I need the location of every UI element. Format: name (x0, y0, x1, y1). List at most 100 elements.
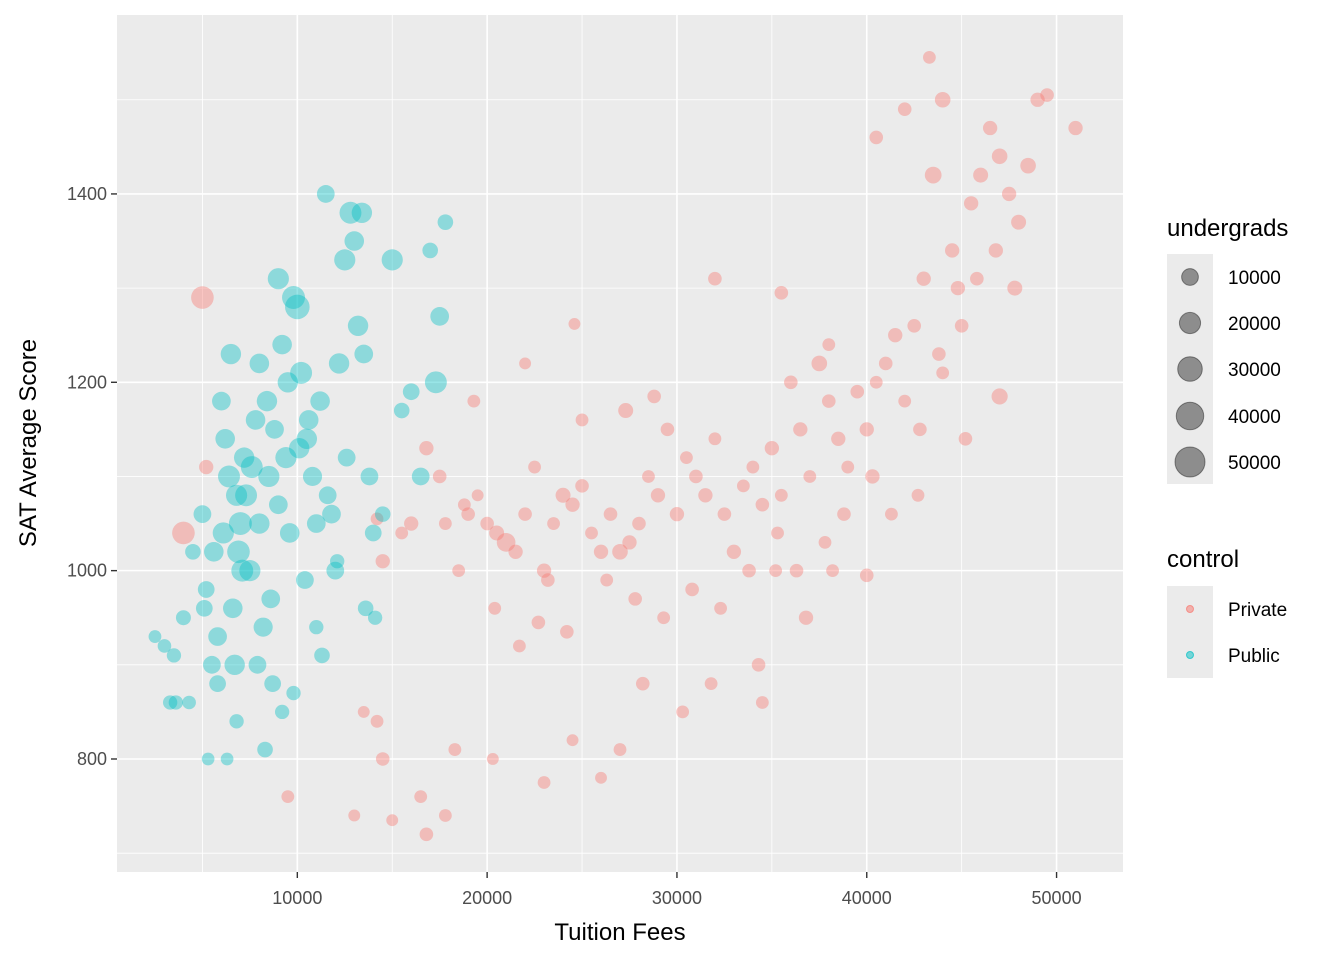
data-point-public (240, 456, 263, 479)
data-point-public (282, 286, 306, 310)
data-point-private (566, 734, 579, 747)
data-point-public (209, 675, 226, 693)
data-point-private (395, 526, 409, 540)
data-point-private (818, 535, 832, 549)
data-point-private (1001, 186, 1017, 202)
legend-color-key-public (1186, 651, 1194, 659)
data-point-public (212, 522, 234, 544)
data-point-private (199, 459, 214, 475)
data-point-private (1040, 88, 1054, 102)
data-point-private (471, 489, 484, 502)
data-point-public (424, 371, 447, 394)
legend-color-key-background (1167, 586, 1213, 678)
data-point-public (310, 391, 330, 411)
data-point-private (375, 554, 390, 569)
data-point-private (982, 120, 998, 136)
data-point-public (253, 617, 273, 637)
data-point-public (351, 202, 373, 223)
data-point-public (381, 249, 403, 271)
data-point-private (531, 615, 546, 630)
x-tick-label: 20000 (462, 888, 512, 908)
data-point-public (215, 429, 235, 449)
data-point-public (222, 598, 243, 619)
data-point-private (954, 318, 969, 333)
data-point-private (821, 394, 836, 408)
data-point-private (600, 573, 614, 587)
data-point-private (789, 563, 804, 578)
data-point-public (249, 353, 270, 374)
data-point-private (628, 592, 642, 606)
data-point-public (316, 185, 335, 203)
legend-size-key (1177, 356, 1203, 382)
data-point-private (489, 525, 505, 541)
data-point-public (322, 504, 341, 524)
data-point-public (166, 648, 182, 663)
data-point-public (318, 486, 337, 505)
data-point-private (536, 563, 552, 578)
data-point-private (746, 460, 760, 474)
data-point-public (235, 484, 258, 507)
data-point-public (275, 447, 297, 469)
data-point-private (958, 431, 973, 446)
data-point-public (309, 619, 324, 635)
data-point-private (798, 610, 814, 625)
data-point-private (850, 384, 865, 399)
data-point-private (281, 790, 295, 804)
data-point-private (822, 338, 836, 352)
data-point-private (370, 714, 384, 728)
data-point-private (632, 516, 646, 531)
legend-size-label: 20000 (1228, 314, 1281, 335)
data-point-private (793, 422, 808, 437)
legend-size: undergrads 10000 20000 30000 40000 50000 (1167, 215, 1288, 484)
data-point-public (268, 495, 288, 515)
data-point-public (314, 647, 330, 664)
x-axis-title: Tuition Fees (554, 919, 685, 946)
data-point-private (751, 658, 766, 672)
legend-size-title: undergrads (1167, 215, 1288, 242)
data-point-public (228, 512, 252, 536)
data-point-public (193, 505, 212, 524)
y-tick-label: 1200 (67, 372, 107, 392)
data-point-private (803, 470, 817, 483)
data-point-private (708, 432, 722, 446)
data-point-private (859, 422, 874, 437)
data-point-public (337, 448, 356, 467)
data-point-private (432, 469, 447, 484)
data-point-private (885, 507, 898, 521)
data-point-private (1020, 157, 1036, 174)
data-point-public (227, 540, 250, 564)
data-point-public (357, 600, 374, 617)
data-point-public (182, 695, 196, 710)
data-point-private (973, 167, 989, 183)
data-point-public (334, 249, 356, 271)
data-point-public (354, 344, 374, 364)
data-point-public (277, 372, 299, 393)
data-point-private (452, 564, 466, 578)
data-point-private (907, 318, 922, 333)
data-point-private (419, 827, 434, 842)
data-point-private (878, 356, 893, 371)
data-point-public (286, 685, 301, 701)
legend-size-key (1181, 268, 1199, 286)
data-point-private (736, 479, 750, 493)
data-points (148, 50, 1083, 842)
data-point-private (755, 696, 769, 709)
legend-color: control Private Public (1167, 546, 1287, 678)
data-point-public (233, 447, 255, 468)
data-point-private (769, 564, 783, 578)
data-point-private (508, 544, 523, 559)
data-point-private (898, 394, 912, 408)
data-point-private (1030, 92, 1045, 107)
data-point-private (774, 286, 789, 300)
data-point-public (148, 630, 162, 643)
data-point-private (172, 521, 195, 545)
legend-color-label-private: Private (1228, 600, 1287, 621)
data-point-public (229, 714, 244, 729)
data-point-private (488, 601, 502, 615)
data-point-private (922, 50, 936, 64)
data-point-private (612, 544, 628, 560)
data-point-public (272, 334, 292, 355)
data-point-private (685, 582, 699, 597)
data-point-public (339, 201, 362, 224)
